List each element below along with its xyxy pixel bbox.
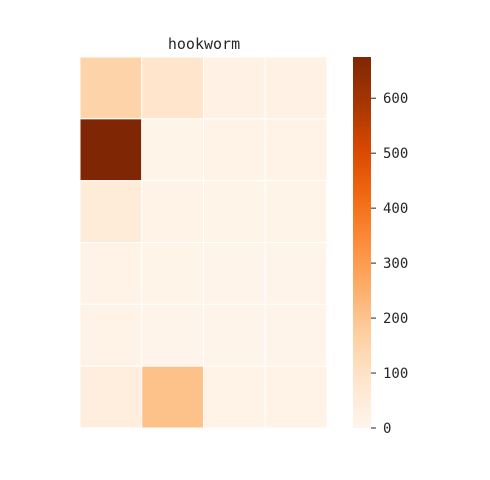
colorbar-tick-label: 300	[383, 256, 408, 272]
heatmap-cell-r4-c1	[141, 303, 204, 367]
heatmap-cell-r5-c0	[79, 365, 143, 429]
heatmap-cell-r4-c2	[203, 303, 266, 367]
chart-title: hookworm	[168, 35, 240, 53]
heatmap-cell-r1-c2	[203, 118, 266, 182]
colorbar-tick-label: 400	[383, 201, 408, 217]
heatmap-cell-r0-c2	[203, 56, 266, 120]
heatmap-cells	[79, 56, 328, 429]
heatmap-cell-r1-c3	[264, 118, 328, 182]
colorbar-tick-label: 100	[383, 366, 408, 382]
heatmap-cell-r3-c2	[203, 242, 266, 305]
heatmap-cell-r2-c2	[203, 180, 266, 244]
colorbar-tick-label: 0	[383, 421, 391, 437]
colorbar-tick-label: 200	[383, 311, 408, 327]
colorbar-tick-label: 500	[383, 146, 408, 162]
heatmap-cell-r0-c1	[141, 56, 204, 120]
heatmap-cell-r0-c0	[79, 56, 143, 120]
colorbar: 0 100 200 300 400 500 600	[353, 57, 408, 437]
heatmap-cell-r2-c3	[264, 180, 328, 244]
heatmap-cell-r2-c0	[79, 180, 143, 244]
colorbar-tick-label: 600	[383, 91, 408, 107]
heatmap-cell-r2-c1	[141, 180, 204, 244]
heatmap-cell-r5-c2	[203, 365, 266, 429]
heatmap-cell-r4-c0	[79, 303, 143, 367]
heatmap-cell-r3-c0	[79, 242, 143, 305]
heatmap-cell-r4-c3	[264, 303, 328, 367]
heatmap-cell-r0-c3	[264, 56, 328, 120]
heatmap-cell-r3-c3	[264, 242, 328, 305]
heatmap-cell-r5-c1	[141, 365, 204, 429]
heatmap-cell-r1-c0	[79, 118, 143, 182]
colorbar-gradient	[353, 57, 371, 428]
heatmap-cell-r1-c1	[141, 118, 204, 182]
heatmap-cell-r3-c1	[141, 242, 204, 305]
colorbar-ticks: 0 100 200 300 400 500 600	[371, 91, 408, 437]
heatmap-cell-r5-c3	[264, 365, 328, 429]
